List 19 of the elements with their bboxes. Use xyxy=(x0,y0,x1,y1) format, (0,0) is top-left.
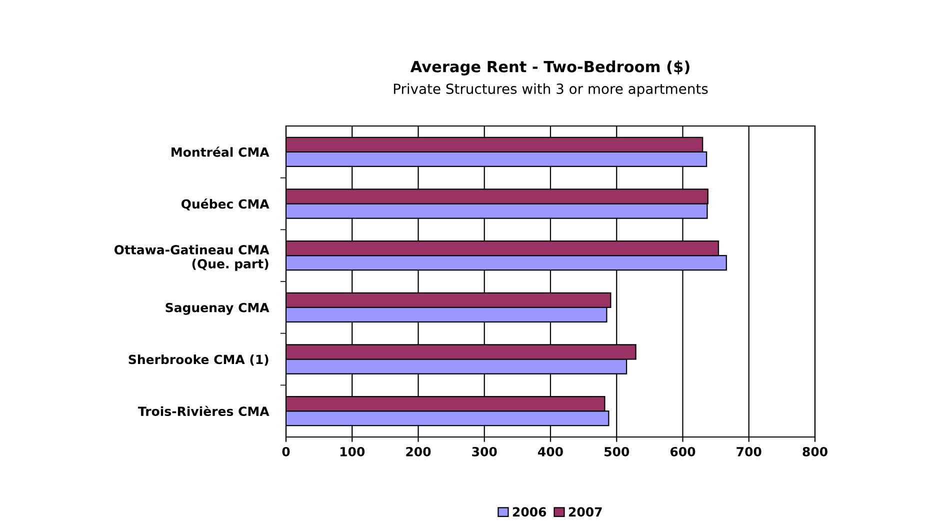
x-tick-label: 300 xyxy=(472,446,497,456)
x-tick-label: 600 xyxy=(670,446,696,456)
y-tick-label: Trois-Rivières CMA xyxy=(138,406,270,416)
y-tick-label: Québec CMA xyxy=(181,198,270,210)
legend-label: 2006 xyxy=(512,507,546,517)
y-tick-label: Saguenay CMA xyxy=(166,302,270,315)
y-tick-label: Montréal CMA xyxy=(172,146,270,157)
x-tick-label: 400 xyxy=(538,446,563,456)
y-tick-label: Sherbrooke CMA (1) xyxy=(128,354,268,366)
x-tick-label: 500 xyxy=(604,446,630,456)
x-tick-label: 700 xyxy=(736,446,762,456)
x-tick-label: 800 xyxy=(802,446,828,456)
y-tick-label: Ottawa-Gatineau CMA (Que. part) xyxy=(114,244,270,271)
chart-title: Average Rent - Two-Bedroom ($) xyxy=(410,60,690,76)
x-tick-label: 0 xyxy=(282,446,290,456)
x-tick-label: 100 xyxy=(340,446,365,456)
chart-subtitle: Private Structures with 3 or more apartments xyxy=(394,83,708,97)
x-tick-label: 200 xyxy=(406,446,431,456)
legend-label: 2007 xyxy=(568,507,602,517)
